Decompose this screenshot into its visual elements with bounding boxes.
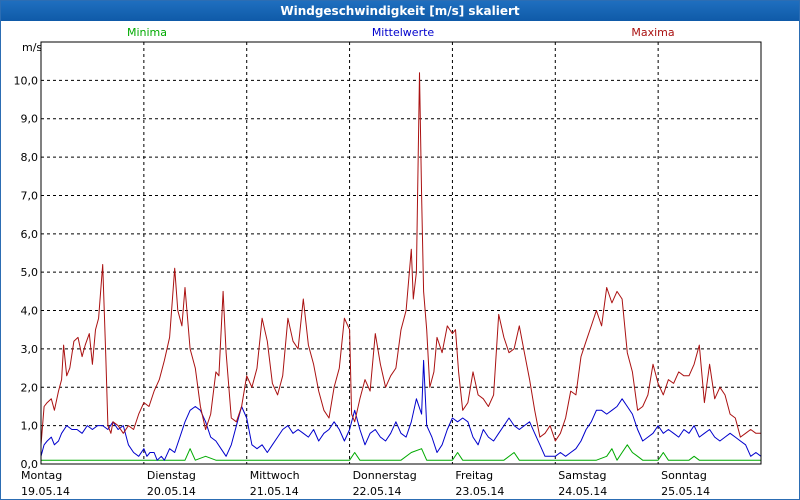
- y-tick-label: 5,0: [21, 266, 39, 279]
- y-tick-label: 0,0: [21, 458, 39, 471]
- series-line-mittelwerte: [40, 359, 762, 461]
- y-axis-unit-label: m/s: [22, 41, 42, 54]
- x-tick-date: 22.05.14: [353, 485, 402, 498]
- legend: Minima Mittelwerte Maxima: [127, 26, 675, 39]
- axis-layer: m/s 0,0 1,0 2,0 3,0 4,0 5,0 6,0 7,0 8,0 9,0 10,0 Mo…: [14, 41, 711, 498]
- x-tick-date: 24.05.14: [558, 485, 607, 498]
- x-tick-date: 20.05.14: [147, 485, 196, 498]
- x-tick-date: 25.05.14: [661, 485, 710, 498]
- y-tick-label: 8,0: [21, 151, 39, 164]
- y-tick-label: 4,0: [21, 305, 39, 318]
- x-tick-day: Sonntag: [661, 469, 707, 482]
- x-tick-day: Donnerstag: [353, 469, 417, 482]
- legend-mittelwerte: Mittelwerte: [372, 26, 435, 39]
- plot-frame: [40, 41, 762, 465]
- y-tick-label: 3,0: [21, 343, 39, 356]
- x-tick-date: 23.05.14: [455, 485, 504, 498]
- y-tick-label: 9,0: [21, 113, 39, 126]
- x-tick-day: Mittwoch: [250, 469, 300, 482]
- y-tick-label: 6,0: [21, 228, 39, 241]
- series-line-minima: [41, 444, 761, 461]
- grid-layer: [41, 42, 761, 464]
- y-tick-label: 2,0: [21, 381, 39, 394]
- x-tick-day: Dienstag: [147, 469, 196, 482]
- x-tick-day: Montag: [21, 469, 62, 482]
- x-tick-day: Samstag: [558, 469, 606, 482]
- legend-maxima: Maxima: [631, 26, 674, 39]
- y-tick-label: 1,0: [21, 420, 39, 433]
- y-tick-label: 7,0: [21, 189, 39, 202]
- x-tick-date: 19.05.14: [21, 485, 70, 498]
- y-tick-label: 10,0: [14, 74, 39, 87]
- series-layer: [40, 72, 762, 461]
- x-tick-day: Freitag: [455, 469, 493, 482]
- legend-minima: Minima: [127, 26, 167, 39]
- series-line-maxima: [40, 72, 761, 445]
- window-title: Windgeschwindigkeit [m/s] skaliert: [1, 1, 799, 21]
- x-tick-date: 21.05.14: [250, 485, 299, 498]
